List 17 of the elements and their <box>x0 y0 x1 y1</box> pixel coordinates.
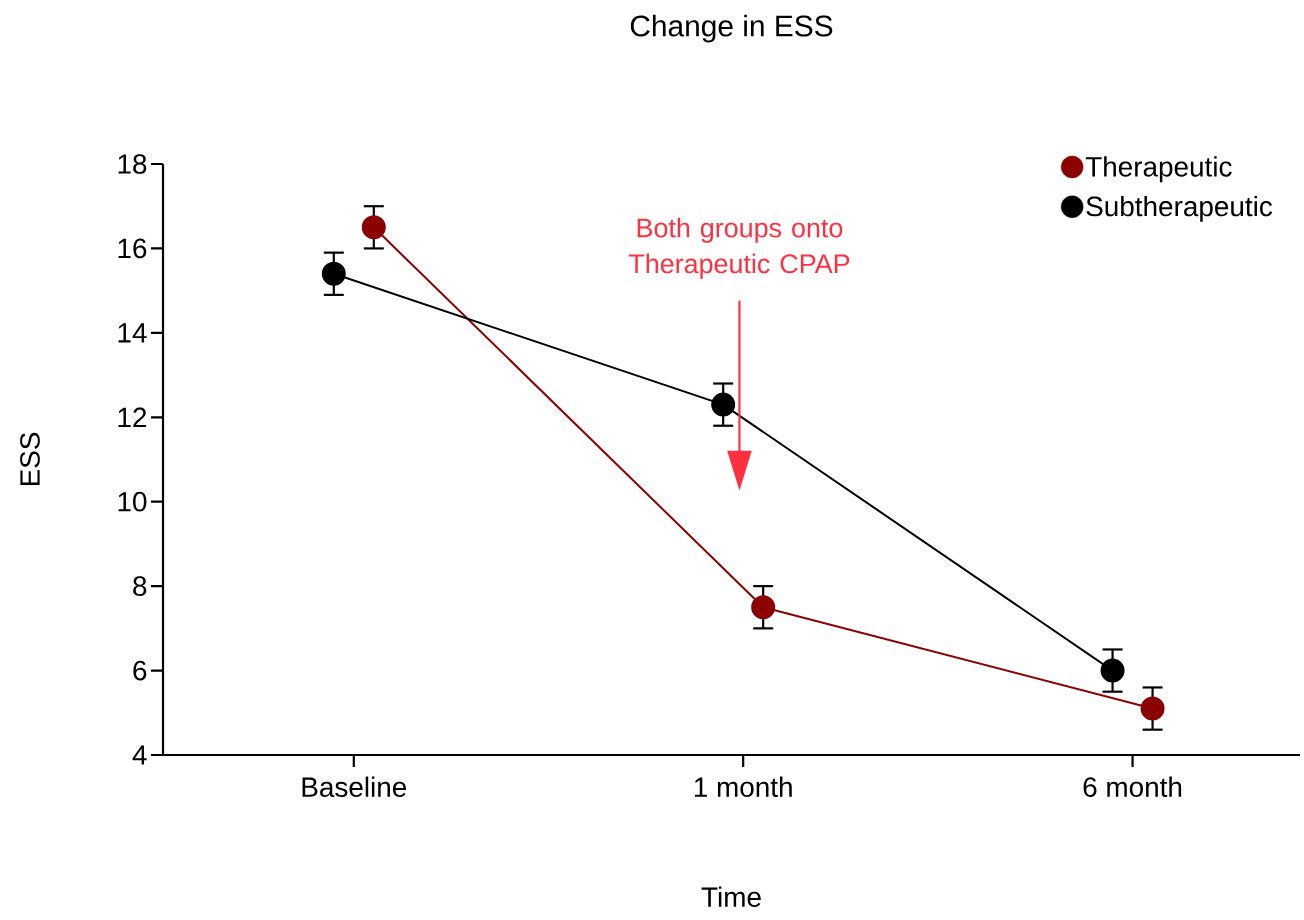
chart-title: Change in ESS <box>630 14 833 43</box>
annotation: Both groups onto Therapeutic CPAP <box>628 217 850 279</box>
y-tick-label: 10 <box>118 491 147 512</box>
y-tick-label: 12 <box>118 407 147 428</box>
y-tick-label: 8 <box>133 576 147 597</box>
y-tick-label: 6 <box>133 660 147 681</box>
x-tick-label: 6 month <box>1083 776 1182 797</box>
x-axis-title: Time <box>701 886 761 907</box>
legend-label: Therapeutic <box>1085 156 1232 183</box>
y-tick-label: 16 <box>118 238 147 259</box>
y-tick-label: 4 <box>132 745 147 765</box>
x-tick-label: Baseline <box>302 776 407 797</box>
y-tick-label: 14 <box>118 323 147 343</box>
legend-label: Subtherapeutic <box>1086 195 1273 222</box>
y-tick-label: 18 <box>118 154 147 174</box>
y-axis-title: ESS <box>20 432 40 486</box>
x-tick-label: 1 month <box>694 776 792 797</box>
